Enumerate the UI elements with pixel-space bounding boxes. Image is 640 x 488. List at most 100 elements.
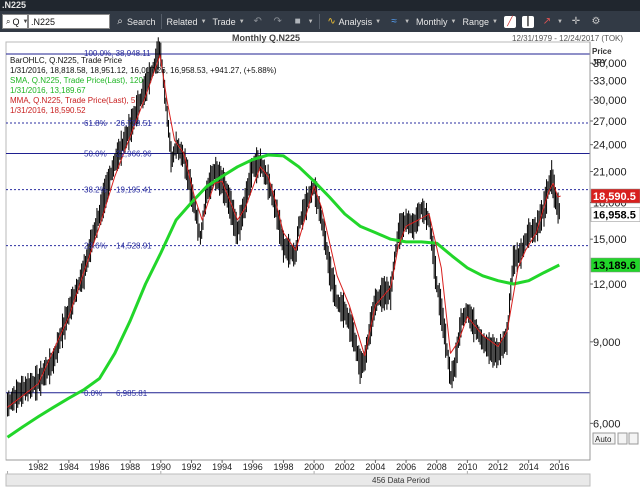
time-tick-label: 2008: [427, 462, 447, 472]
ohlc-bars: [7, 37, 560, 417]
time-axis: 1982 1984 1986 1988 1990 1992 1994 1996 1998 2000…: [6, 459, 590, 483]
symbol-type-select[interactable]: ⌕ Q ▼: [2, 14, 28, 29]
symbol-type-value: Q: [12, 16, 20, 27]
chart-canvas[interactable]: 61.8% 26,738.51 50.0% 22,966.96 38.2% 19,195.…: [0, 32, 640, 488]
chevron-down-icon: ▼: [22, 18, 29, 25]
crosshair-button[interactable]: ✛: [566, 13, 586, 30]
range-menu[interactable]: Range ▼: [460, 13, 501, 30]
time-tick-label: 2006: [396, 462, 416, 472]
line-chart-icon: ╱: [503, 15, 516, 28]
price-badges: 18,590.5 16,958.5 13,189.6: [590, 188, 640, 273]
related-menu[interactable]: Related ▼: [164, 13, 210, 30]
fib-value-label: 14,528.91: [116, 242, 152, 251]
fib-value-label: 6,985.81: [116, 389, 148, 398]
scale-toggle-button[interactable]: [617, 432, 628, 445]
chevron-down-icon: ▼: [556, 18, 563, 25]
crosshair-icon: ✛: [571, 16, 581, 27]
legend-mma-name: MMA, Q.N225, Trade Price(Last), 5: [10, 96, 136, 105]
analysis-label: Analysis: [338, 16, 373, 27]
horizontal-scrollbar[interactable]: [5, 473, 591, 487]
window-title-bar: .N225: [0, 0, 640, 11]
legend-sma-name: SMA, Q.N225, Trade Price(Last), 120: [10, 76, 143, 85]
time-tick-label: 1982: [28, 462, 48, 472]
settings-button[interactable]: ⚙: [586, 13, 606, 30]
time-tick-label: 1990: [151, 462, 171, 472]
price-tick-label: 15,000: [593, 234, 627, 246]
analysis-menu[interactable]: ∿ Analysis ▼: [322, 13, 384, 30]
bar-chart-icon: ┃: [521, 15, 534, 28]
fib-labels: 61.8% 26,738.51 50.0% 22,966.96 38.2% 19,195.…: [84, 119, 152, 398]
search-button[interactable]: ⌕ Search: [110, 13, 159, 30]
chevron-down-icon: ▼: [492, 18, 498, 25]
toolbar-divider: [318, 14, 320, 29]
overlay-button[interactable]: ≈ ▼: [384, 13, 413, 30]
folder-button[interactable]: ■ ▼: [288, 13, 317, 30]
chevron-down-icon: ▼: [450, 18, 457, 25]
price-badge-label: 13,189.6: [593, 260, 636, 272]
range-label: Range: [462, 16, 490, 27]
sma-line: [6, 153, 560, 439]
time-tick-label: 1984: [59, 462, 79, 472]
legend-mma-value: 1/31/2016, 18,590.52: [10, 106, 86, 115]
legend-sma-value: 1/31/2016, 13,189.67: [10, 86, 86, 95]
auto-scale-button[interactable]: [592, 432, 616, 445]
chevron-down-icon: ▼: [238, 18, 245, 25]
related-label: Related: [166, 16, 198, 27]
currency-label: JPY: [592, 58, 608, 67]
draw-tool-button[interactable]: ↗ ▼: [537, 13, 566, 30]
data-period-label: 456 Data Period: [372, 476, 430, 485]
scale-toggle-button-2[interactable]: [628, 432, 639, 445]
chart-type-button[interactable]: ╱: [501, 13, 519, 30]
toolbar-divider: [160, 14, 162, 29]
toolbar: ⌕ Q ▼ ⌕Search Related▼ Trade▼ ↶ ↷ ■▼ ∿An…: [0, 11, 640, 32]
fib-lines: [6, 53, 590, 394]
price-badge: [590, 207, 640, 222]
price-badge: [590, 257, 640, 273]
legend-bar-name: BarOHLC, Q.N225, Trade Price: [10, 56, 123, 65]
time-tick-label: 2000: [304, 462, 324, 472]
fib-pct-label: 0.0%: [84, 389, 102, 398]
price-tick-label: 30,000: [593, 95, 627, 107]
search-label: Search: [127, 16, 156, 27]
auto-label: Auto: [595, 435, 612, 444]
period-menu[interactable]: Monthly ▼: [413, 13, 459, 30]
chart-title: Monthly Q.N225: [232, 33, 300, 43]
time-tick-label: 1992: [181, 462, 201, 472]
price-tick-label: 6,000: [593, 418, 621, 430]
chevron-down-icon: ▼: [307, 18, 314, 25]
price-tick-label: 9,000: [593, 337, 621, 349]
redo-button[interactable]: ↷: [268, 13, 288, 30]
trade-menu[interactable]: Trade ▼: [210, 13, 248, 30]
price-tick-label: 12,000: [593, 279, 627, 291]
price-tick-label: 33,000: [593, 76, 627, 88]
mma-line: [7, 54, 561, 408]
time-tick-label: 1986: [90, 462, 110, 472]
fib-pct-label: 61.8%: [84, 119, 107, 128]
price-tick-label: 36,000: [593, 58, 627, 70]
price-axis: 36,00033,00030,00027,00024,00021,00018,0…: [589, 42, 627, 460]
price-tick-label: 24,000: [593, 140, 627, 152]
price-tick-label: 27,000: [593, 116, 627, 128]
time-tick-label: 1988: [120, 462, 140, 472]
time-tick-label: 2004: [365, 462, 385, 472]
period-label: Monthly: [416, 16, 448, 27]
chevron-down-icon: ▼: [200, 18, 207, 25]
time-tick-label: 2014: [519, 462, 539, 472]
search-icon: ⌕: [117, 16, 123, 27]
draw-line-icon: ↗: [542, 16, 552, 27]
candle-chart-button[interactable]: ┃: [519, 13, 537, 30]
fib-pct-label: 23.6%: [84, 242, 107, 251]
time-tick-label: 2010: [457, 462, 477, 472]
time-tick-label: 2002: [335, 462, 355, 472]
undo-button[interactable]: ↶: [248, 13, 268, 30]
time-tick-label: 1996: [243, 462, 263, 472]
fib-value-label: 22,966.96: [116, 150, 152, 159]
symbol-input[interactable]: [28, 14, 110, 29]
chart-background: [0, 32, 640, 488]
chart-panel: 61.8% 26,738.51 50.0% 22,966.96 38.2% 19,195.…: [0, 32, 640, 488]
redo-icon: ↷: [273, 16, 282, 27]
fib-high-label: 100.0%, 38,948.11: [84, 49, 151, 58]
fib-pct-label: 38.2%: [84, 186, 107, 195]
chevron-down-icon: ▼: [375, 18, 382, 25]
search-small-icon: ⌕: [6, 16, 11, 26]
